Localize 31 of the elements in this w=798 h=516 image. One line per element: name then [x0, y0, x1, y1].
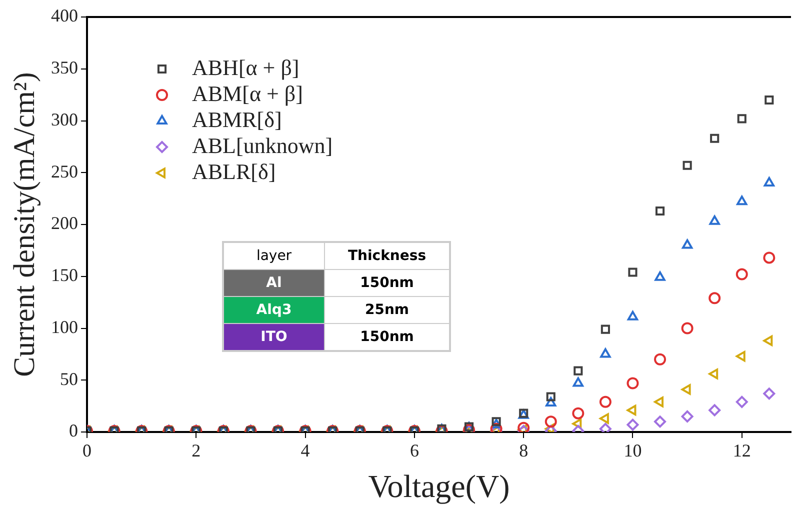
legend-label: ABLR[δ] — [192, 158, 276, 184]
x-tick-label: 8 — [519, 440, 528, 461]
annotation: Alq3 — [223, 296, 324, 324]
x-tick-label: 12 — [732, 440, 751, 461]
annotation: ITO — [223, 324, 324, 351]
y-tick-label: 100 — [51, 316, 78, 337]
y-tick-label: 400 — [51, 6, 78, 26]
annotation: 25nm — [324, 296, 450, 324]
legend-label: ABM[α + β] — [192, 80, 303, 106]
y-tick-label: 50 — [60, 368, 78, 389]
annotation: layer — [223, 242, 324, 270]
x-tick-label: 10 — [624, 440, 642, 461]
annotation: Thickness — [324, 242, 450, 270]
x-tick-label: 4 — [300, 440, 310, 461]
y-tick-label: 300 — [51, 109, 78, 130]
y-tick-label: 350 — [51, 58, 78, 78]
x-tick-label: 6 — [410, 440, 419, 461]
x-axis-title: Voltage(V) — [368, 468, 510, 504]
y-tick-label: 200 — [51, 213, 78, 234]
y-tick-label: 150 — [51, 265, 78, 286]
annotation: 150nm — [324, 324, 450, 351]
legend-label: ABMR[δ] — [192, 106, 282, 132]
legend-label: ABH[α + β] — [192, 54, 300, 80]
annotation: Al — [223, 270, 324, 296]
x-tick-label: 2 — [192, 440, 201, 461]
x-tick-label: 0 — [82, 440, 92, 461]
y-tick-label: 250 — [51, 161, 78, 182]
annotation: 150nm — [324, 270, 450, 296]
y-axis-title: Current density(mA/cm²) — [8, 72, 41, 377]
y-tick-label: 0 — [69, 420, 78, 441]
legend-label: ABL[unknown] — [192, 132, 333, 158]
